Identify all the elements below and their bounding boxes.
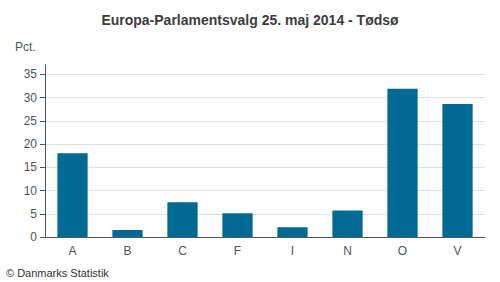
svg-text:A: A (68, 244, 76, 258)
svg-text:25: 25 (24, 114, 38, 128)
svg-text:O: O (398, 244, 407, 258)
svg-text:5: 5 (30, 207, 37, 221)
svg-text:15: 15 (24, 160, 38, 174)
svg-text:10: 10 (24, 184, 38, 198)
svg-text:B: B (123, 244, 131, 258)
svg-text:F: F (234, 244, 241, 258)
svg-text:V: V (453, 244, 461, 258)
svg-text:N: N (343, 244, 352, 258)
svg-text:0: 0 (30, 230, 37, 244)
svg-text:C: C (178, 244, 187, 258)
svg-text:Pct.: Pct. (15, 40, 36, 54)
svg-text:20: 20 (24, 137, 38, 151)
svg-text:Europa-Parlamentsvalg 25. maj: Europa-Parlamentsvalg 25. maj 2014 - Tød… (101, 12, 399, 28)
svg-text:30: 30 (24, 91, 38, 105)
svg-text:I: I (291, 244, 294, 258)
svg-text:35: 35 (24, 67, 38, 81)
svg-text:© Danmarks Statistik: © Danmarks Statistik (6, 267, 109, 279)
